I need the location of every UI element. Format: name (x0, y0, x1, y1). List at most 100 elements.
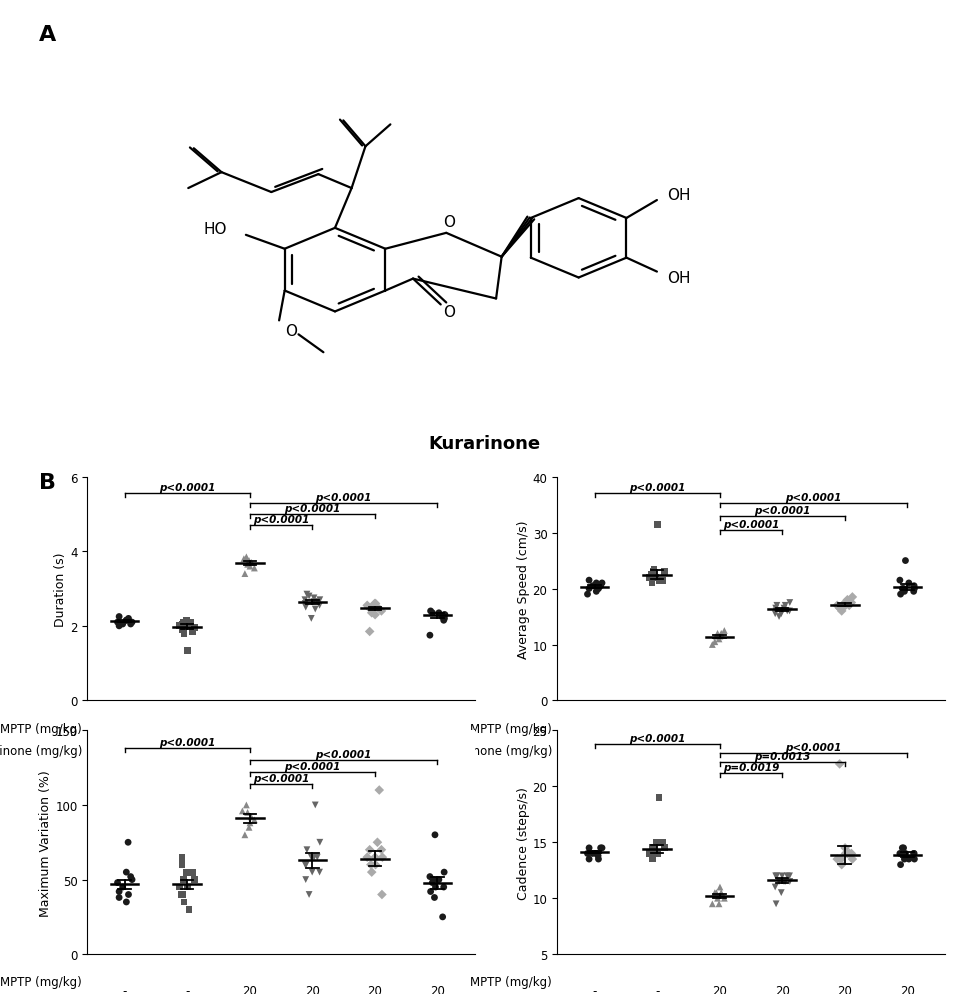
Y-axis label: Cadence (steps/s): Cadence (steps/s) (516, 786, 530, 899)
Point (234, 803, 250, 819)
Point (773, 885, 789, 901)
Text: -: - (122, 753, 127, 766)
Text: p<0.0001: p<0.0001 (284, 503, 340, 513)
Point (240, 557, 256, 573)
Point (237, 827, 253, 843)
Point (364, 605, 380, 621)
Y-axis label: Average Speed (cm/s): Average Speed (cm/s) (516, 520, 530, 658)
Point (896, 851, 912, 867)
Point (434, 609, 450, 625)
Point (312, 864, 328, 881)
Point (782, 595, 797, 611)
Point (773, 606, 789, 622)
Point (304, 864, 320, 881)
Point (180, 642, 196, 658)
Point (717, 891, 733, 907)
Point (585, 846, 601, 862)
Point (176, 626, 192, 642)
Point (364, 864, 380, 881)
Text: p<0.0001: p<0.0001 (785, 493, 842, 503)
Point (590, 848, 606, 864)
Text: 20: 20 (430, 753, 445, 766)
Text: -: - (717, 753, 722, 766)
Point (837, 595, 853, 611)
Point (906, 846, 922, 862)
Text: 20: 20 (712, 984, 727, 994)
Point (309, 849, 325, 865)
Point (771, 609, 787, 625)
Point (359, 849, 375, 865)
Point (427, 827, 443, 843)
Point (711, 631, 727, 647)
Point (371, 782, 387, 798)
Point (176, 614, 192, 630)
Text: MPTP (mg/kg): MPTP (mg/kg) (470, 975, 552, 988)
Text: 20: 20 (900, 984, 915, 994)
Point (579, 846, 595, 862)
Point (424, 605, 440, 621)
Point (894, 580, 910, 596)
Point (644, 576, 660, 591)
Point (650, 517, 666, 533)
Point (370, 599, 386, 615)
Point (303, 610, 319, 627)
Point (644, 567, 660, 582)
Point (297, 595, 313, 611)
Point (297, 592, 313, 608)
Point (242, 815, 258, 831)
Text: Kurarinone: Kurarinone (428, 434, 541, 452)
Point (307, 797, 323, 813)
Point (374, 887, 390, 903)
Point (841, 597, 857, 613)
Point (588, 846, 604, 862)
Point (844, 595, 860, 611)
Point (892, 586, 908, 602)
Point (238, 550, 254, 566)
Point (648, 570, 664, 585)
Point (644, 570, 660, 585)
Point (361, 842, 377, 858)
Text: O: O (443, 215, 455, 230)
Point (907, 580, 922, 596)
Text: p<0.0001: p<0.0001 (253, 773, 309, 783)
Point (768, 896, 784, 911)
Point (437, 610, 453, 627)
Point (121, 610, 137, 627)
Point (710, 626, 726, 642)
Point (435, 909, 451, 924)
Point (181, 902, 197, 917)
Text: p<0.0001: p<0.0001 (159, 738, 215, 747)
Point (185, 624, 201, 640)
Text: MPTP (mg/kg): MPTP (mg/kg) (470, 722, 552, 735)
Point (590, 580, 606, 596)
Point (896, 583, 912, 599)
Text: kurarinone (mg/kg): kurarinone (mg/kg) (438, 745, 552, 757)
Point (183, 614, 199, 630)
Point (845, 589, 860, 605)
Point (238, 797, 254, 813)
Point (176, 872, 192, 888)
Point (594, 576, 610, 591)
Point (367, 595, 383, 611)
Point (121, 887, 137, 903)
Point (111, 609, 127, 625)
Point (769, 868, 785, 884)
Point (594, 840, 610, 856)
Point (708, 885, 724, 901)
Point (840, 592, 856, 608)
Point (241, 819, 257, 835)
Point (845, 851, 860, 867)
Point (422, 884, 438, 900)
Text: 20: 20 (242, 984, 257, 994)
Point (298, 872, 314, 888)
Point (657, 840, 672, 856)
Point (359, 597, 375, 613)
Text: OH: OH (668, 270, 691, 285)
Point (579, 586, 595, 602)
Text: -: - (655, 984, 659, 994)
Point (174, 887, 190, 903)
Point (643, 846, 659, 862)
Text: O: O (443, 305, 455, 320)
Point (776, 600, 792, 616)
Point (713, 626, 729, 642)
